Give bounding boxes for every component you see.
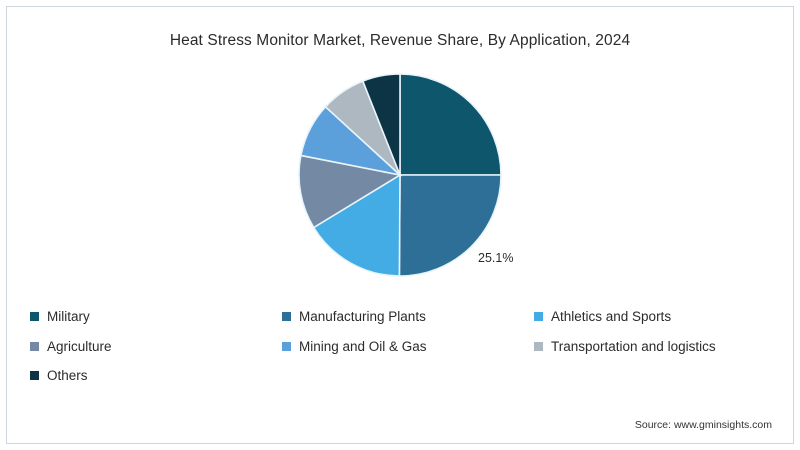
pie-slice[interactable]: [298, 154, 403, 229]
legend-item[interactable]: Transportation and logistics: [534, 338, 778, 354]
pie-slice[interactable]: [361, 73, 401, 176]
legend-item-label: Transportation and logistics: [551, 338, 716, 354]
legend-item-label: Athletics and Sports: [551, 309, 672, 324]
legend-item-label: Agriculture: [47, 338, 112, 354]
legend-item[interactable]: Mining and Oil & Gas: [282, 338, 534, 354]
legend-item-label: Military: [47, 309, 90, 324]
legend-swatch-icon: [534, 312, 543, 322]
pie-chart-svg: [298, 73, 502, 277]
pie-slice[interactable]: [398, 174, 502, 277]
legend-item[interactable]: Military: [30, 310, 282, 324]
legend-item[interactable]: Manufacturing Plants: [282, 310, 534, 324]
legend-item-label: Mining and Oil & Gas: [299, 338, 427, 354]
pie-chart: [297, 72, 503, 278]
legend-row: Agriculture Mining and Oil & Gas Transport…: [30, 338, 778, 354]
legend-swatch-icon: [282, 312, 291, 322]
chart-legend: Military Manufacturing Plants Athletics an…: [30, 310, 778, 399]
legend-swatch-icon: [282, 341, 291, 351]
legend-item-label: Manufacturing Plants: [299, 309, 426, 324]
legend-item[interactable]: Agriculture: [30, 338, 282, 354]
page-title: Heat Stress Monitor Market, Revenue Shar…: [169, 32, 631, 49]
slice-data-label: 25.1%: [478, 251, 514, 265]
legend-item[interactable]: Athletics and Sports: [534, 310, 778, 324]
legend-swatch-icon: [534, 341, 543, 351]
legend-swatch-icon: [30, 371, 39, 381]
legend-item[interactable]: Others: [30, 369, 282, 383]
legend-item-label: Others: [47, 368, 88, 383]
legend-swatch-icon: [30, 312, 39, 322]
pie-slice[interactable]: [399, 73, 502, 176]
legend-row: Military Manufacturing Plants Athletics an…: [30, 310, 778, 324]
source-attribution: Source: www.gminsights.com: [634, 419, 772, 431]
legend-row: Others: [30, 369, 778, 383]
pie-slice[interactable]: [312, 173, 401, 277]
legend-swatch-icon: [30, 341, 39, 351]
